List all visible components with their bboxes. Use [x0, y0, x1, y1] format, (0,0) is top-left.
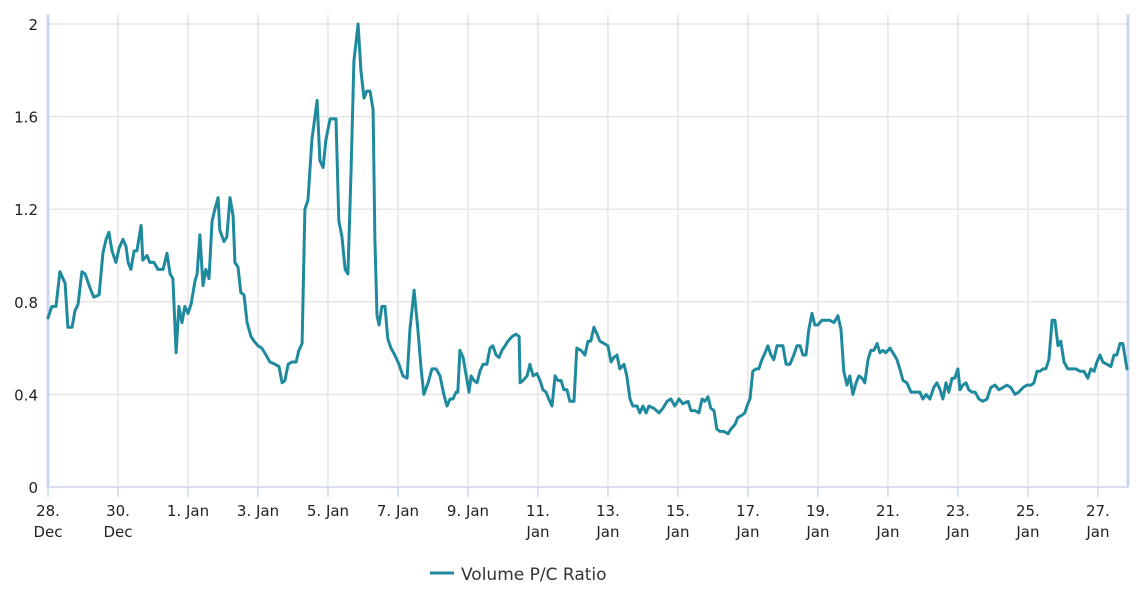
x-tick-label: 21.: [876, 502, 900, 520]
x-tick-label: 30.: [106, 502, 130, 520]
y-tick-label: 1.6: [14, 109, 38, 127]
x-tick-label: 28.: [36, 502, 60, 520]
x-tick-label: 3. Jan: [237, 502, 279, 520]
x-axis: 28. Dec 30. Dec 1. Jan 3. Jan 5. Jan 7. Jan 9. J…: [33, 486, 1128, 541]
x-tick-label: 15.: [666, 502, 690, 520]
x-tick-label-line2: Jan: [525, 523, 549, 541]
x-tick-label-line2: Jan: [595, 523, 619, 541]
series-volume-pc-ratio: [46, 22, 1129, 436]
series-line: [46, 22, 1129, 436]
x-tick-label-line2: Jan: [735, 523, 759, 541]
x-tick-label: 1. Jan: [167, 502, 209, 520]
y-tick-label: 0.4: [14, 386, 38, 404]
y-tick-label: 1.2: [14, 201, 38, 219]
x-tick-label-line2: Dec: [103, 523, 132, 541]
x-tick-label: 27.: [1086, 502, 1110, 520]
y-tick-label: 0.8: [14, 294, 38, 312]
x-tick-label-line2: Jan: [875, 523, 899, 541]
x-tick-label: 13.: [596, 502, 620, 520]
legend[interactable]: Volume P/C Ratio: [430, 565, 607, 585]
x-tick-label-line2: Dec: [33, 523, 62, 541]
x-tick-label: 23.: [946, 502, 970, 520]
x-tick-label-line2: Jan: [805, 523, 829, 541]
y-tick-label: 2: [28, 16, 38, 34]
x-tick-label: 25.: [1016, 502, 1040, 520]
x-tick-label-line2: Jan: [665, 523, 689, 541]
x-tick-label-line2: Jan: [1085, 523, 1109, 541]
x-tick-label: 19.: [806, 502, 830, 520]
legend-label[interactable]: Volume P/C Ratio: [461, 565, 607, 585]
x-tick-label: 11.: [526, 502, 550, 520]
x-tick-label-line2: Jan: [945, 523, 969, 541]
y-tick-label: 0: [28, 479, 38, 497]
x-tick-label-line2: Jan: [1015, 523, 1039, 541]
x-tick-label: 17.: [736, 502, 760, 520]
y-axis: 0 0.4 0.8 1.2 1.6 2: [14, 14, 1130, 497]
x-tick-label: 7. Jan: [377, 502, 419, 520]
x-tick-label: 5. Jan: [307, 502, 349, 520]
x-tick-label: 9. Jan: [447, 502, 489, 520]
